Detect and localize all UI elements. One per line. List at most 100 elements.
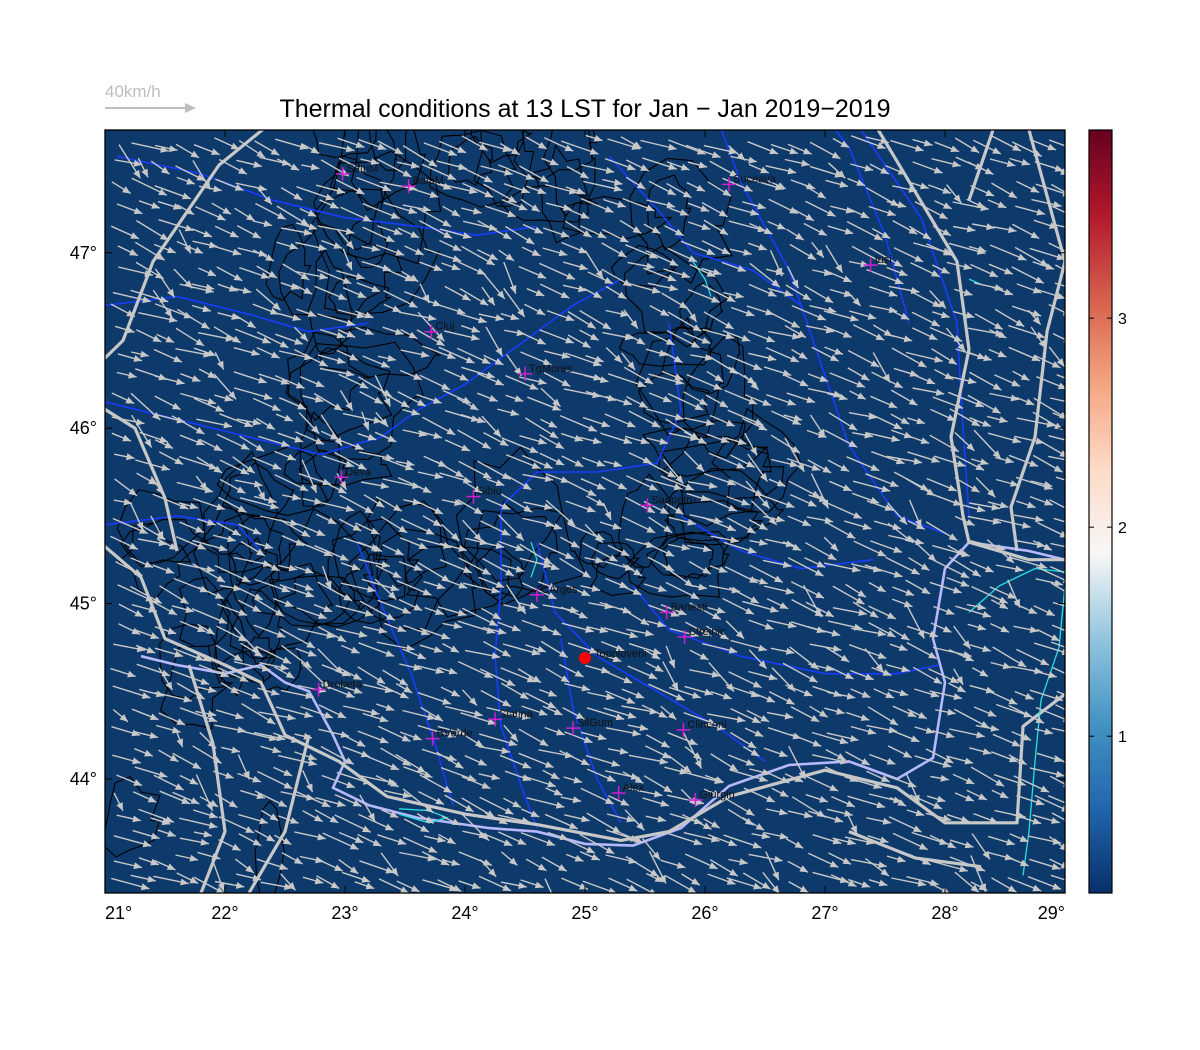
wind-arrow — [417, 724, 457, 738]
wind-arrow — [1049, 397, 1065, 403]
wind-arrow — [805, 793, 829, 803]
wind-arrow — [785, 284, 812, 301]
wind-arrow — [360, 158, 380, 165]
wind-arrow — [686, 492, 710, 502]
wind-arrow — [544, 813, 578, 830]
wind-arrow — [338, 373, 369, 389]
wind-arrow — [580, 787, 615, 805]
wind-arrow — [645, 734, 670, 749]
wind-arrow — [824, 707, 845, 715]
wind-arrow — [320, 430, 339, 441]
wind-arrow — [362, 203, 400, 220]
wind-arrow — [790, 493, 817, 508]
wind-arrow — [157, 829, 177, 837]
wind-arrow — [701, 284, 736, 303]
wind-arrow — [257, 770, 293, 790]
wind-arrow — [1048, 242, 1065, 252]
wind-arrow — [667, 311, 702, 332]
wind-arrow — [804, 285, 834, 304]
wind-arrow — [192, 745, 222, 764]
olt-river — [494, 322, 682, 829]
wind-arrow — [1010, 556, 1048, 569]
wind-arrow — [707, 181, 732, 197]
wind-arrow — [748, 163, 770, 174]
wind-arrow — [521, 705, 548, 716]
wind-arrow — [296, 308, 317, 317]
wind-arrow — [600, 640, 625, 652]
wind-arrow — [456, 397, 479, 411]
wind-arrow — [628, 410, 661, 428]
wind-arrow — [749, 564, 784, 584]
contour-line — [331, 517, 420, 602]
wind-arrow — [1008, 754, 1027, 766]
wind-arrow — [505, 474, 532, 491]
wind-arrow — [949, 728, 985, 739]
wind-arrow — [402, 709, 436, 721]
wind-arrow — [259, 515, 299, 527]
wind-arrow — [278, 564, 298, 572]
wind-arrow — [130, 874, 156, 883]
wind-arrow — [377, 158, 412, 178]
wind-arrow — [253, 624, 286, 638]
wind-arrow — [500, 493, 533, 513]
wind-arrow — [399, 369, 423, 381]
wind-arrow — [416, 394, 442, 404]
wind-arrow — [970, 881, 988, 891]
wind-arrow — [171, 605, 194, 613]
wind-arrow — [357, 730, 389, 744]
wind-arrow — [1029, 138, 1057, 151]
wind-arrow — [458, 660, 494, 679]
wind-arrow — [825, 646, 850, 663]
wind-arrow — [336, 771, 372, 785]
wind-arrow — [301, 143, 320, 155]
wind-arrow — [216, 522, 242, 537]
wind-arrow — [667, 392, 704, 411]
wind-arrow — [970, 184, 995, 197]
wind-arrow — [662, 661, 679, 692]
wind-arrow — [422, 416, 456, 436]
wind-arrow — [377, 834, 407, 845]
wind-arrow — [419, 627, 451, 640]
wind-arrow — [926, 477, 957, 492]
wind-arrow — [605, 395, 633, 406]
wind-arrow — [925, 748, 954, 764]
wind-arrow — [559, 750, 590, 766]
wind-arrow — [396, 880, 420, 893]
wind-arrow — [807, 459, 832, 474]
wind-arrow — [275, 413, 294, 422]
wind-arrow — [342, 287, 367, 299]
wind-arrow — [358, 558, 391, 568]
wind-arrow — [400, 537, 428, 550]
wind-arrow — [845, 751, 871, 766]
wind-arrow — [640, 139, 677, 151]
wind-arrow — [947, 544, 966, 557]
contour-line — [252, 647, 302, 693]
wind-arrow — [928, 668, 959, 684]
wind-arrow — [967, 623, 987, 631]
wind-arrow — [233, 661, 271, 672]
wind-arrow — [868, 879, 888, 887]
wind-arrow — [954, 431, 975, 452]
wind-arrow — [627, 261, 655, 270]
wind-arrow — [115, 560, 143, 577]
wind-arrow — [252, 456, 282, 470]
wind-arrow — [605, 346, 623, 364]
wind-arrow — [377, 225, 403, 235]
wind-arrow — [1011, 730, 1032, 741]
wind-arrow — [967, 515, 1002, 525]
wind-arrow — [905, 477, 936, 497]
wind-arrow — [483, 640, 511, 658]
wind-arrow — [729, 248, 752, 256]
wind-arrow — [1033, 605, 1056, 617]
wind-arrow — [131, 177, 168, 196]
wind-arrow — [968, 245, 987, 253]
wind-arrow — [439, 140, 467, 154]
wind-arrow — [375, 774, 399, 788]
wind-arrow — [742, 600, 779, 613]
wind-arrow — [502, 643, 541, 656]
wind-arrow — [742, 872, 771, 890]
wind-arrow — [579, 833, 615, 855]
wind-arrow — [363, 754, 400, 771]
wind-arrow — [197, 586, 224, 600]
wind-arrow — [662, 458, 684, 485]
